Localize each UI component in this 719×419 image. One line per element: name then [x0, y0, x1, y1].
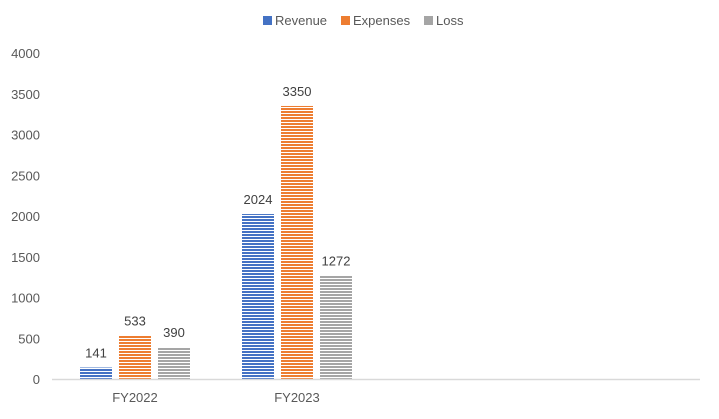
bar-revenue-fy2022 [80, 367, 112, 379]
y-tick-label: 2000 [11, 209, 40, 224]
legend: Revenue Expenses Loss [263, 13, 464, 28]
bar-revenue-fy2023 [242, 214, 274, 379]
x-tick-label: FY2023 [274, 390, 320, 405]
y-axis: 0 500 1000 1500 2000 2500 3000 3500 4000 [11, 46, 40, 387]
bar-expenses-fy2023 [281, 105, 313, 379]
legend-item: Revenue [263, 13, 327, 28]
data-label: 533 [124, 314, 146, 329]
bar-expenses-fy2022 [119, 335, 151, 379]
bar-loss-fy2023 [320, 275, 352, 379]
data-label: 2024 [244, 192, 273, 207]
y-tick-label: 0 [33, 372, 40, 387]
y-tick-label: 1500 [11, 250, 40, 265]
legend-label: Revenue [275, 13, 327, 28]
y-tick-label: 500 [18, 331, 40, 346]
legend-item: Loss [424, 13, 464, 28]
bar-loss-fy2022 [158, 347, 190, 379]
y-tick-label: 3500 [11, 87, 40, 102]
legend-label: Expenses [353, 13, 411, 28]
data-label: 3350 [283, 84, 312, 99]
y-tick-label: 2500 [11, 168, 40, 183]
data-label: 390 [163, 325, 185, 340]
legend-swatch [263, 16, 272, 25]
x-axis: FY2022 FY2023 [52, 378, 700, 405]
data-label: 141 [85, 346, 107, 361]
x-tick-label: FY2022 [112, 390, 158, 405]
y-tick-label: 1000 [11, 291, 40, 306]
data-labels: 141 533 390 2024 3350 1272 [85, 84, 350, 361]
legend-swatch [341, 16, 350, 25]
y-tick-label: 4000 [11, 46, 40, 61]
bars [80, 105, 352, 379]
legend-item: Expenses [341, 13, 411, 28]
data-label: 1272 [322, 253, 351, 268]
legend-swatch [424, 16, 433, 25]
y-tick-label: 3000 [11, 128, 40, 143]
legend-label: Loss [436, 13, 464, 28]
